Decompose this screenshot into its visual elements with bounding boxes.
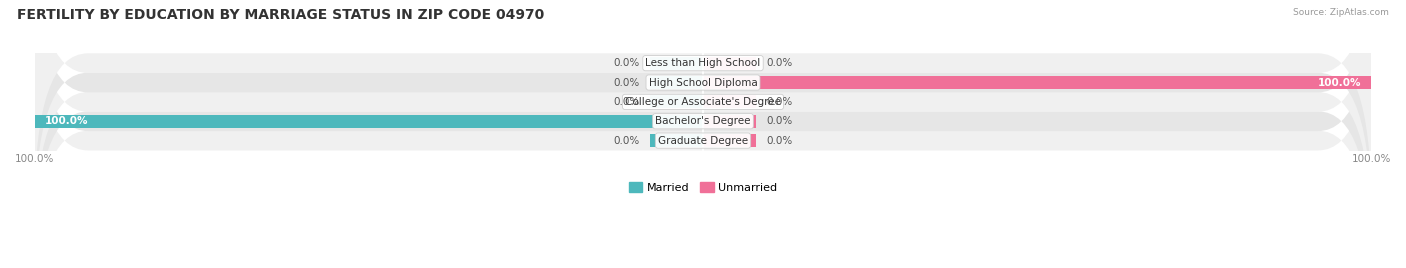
Text: 0.0%: 0.0% [613, 58, 640, 68]
Text: High School Diploma: High School Diploma [648, 77, 758, 88]
Bar [703, 115, 756, 128]
Text: 0.0%: 0.0% [766, 136, 793, 146]
Text: FERTILITY BY EDUCATION BY MARRIAGE STATUS IN ZIP CODE 04970: FERTILITY BY EDUCATION BY MARRIAGE STATU… [17, 8, 544, 22]
Text: Less than High School: Less than High School [645, 58, 761, 68]
Legend: Married, Unmarried: Married, Unmarried [624, 177, 782, 197]
FancyBboxPatch shape [35, 0, 1371, 208]
Bar [703, 134, 756, 147]
Text: 0.0%: 0.0% [766, 58, 793, 68]
Text: 100.0%: 100.0% [1317, 77, 1361, 88]
Bar [650, 95, 703, 109]
Bar [703, 57, 756, 70]
Bar [35, 115, 703, 128]
Text: 100.0%: 100.0% [45, 116, 89, 126]
Text: College or Associate's Degree: College or Associate's Degree [626, 97, 780, 107]
FancyBboxPatch shape [35, 0, 1371, 266]
Text: 0.0%: 0.0% [613, 136, 640, 146]
FancyBboxPatch shape [35, 0, 1371, 247]
Bar [650, 76, 703, 89]
Bar [650, 57, 703, 70]
Text: 0.0%: 0.0% [613, 97, 640, 107]
Text: 0.0%: 0.0% [613, 77, 640, 88]
Text: 0.0%: 0.0% [766, 97, 793, 107]
FancyBboxPatch shape [35, 0, 1371, 228]
Text: 0.0%: 0.0% [766, 116, 793, 126]
Bar [703, 76, 1371, 89]
Text: Graduate Degree: Graduate Degree [658, 136, 748, 146]
Text: Bachelor's Degree: Bachelor's Degree [655, 116, 751, 126]
FancyBboxPatch shape [35, 0, 1371, 268]
Text: Source: ZipAtlas.com: Source: ZipAtlas.com [1294, 8, 1389, 17]
Bar [703, 95, 756, 109]
Bar [650, 134, 703, 147]
